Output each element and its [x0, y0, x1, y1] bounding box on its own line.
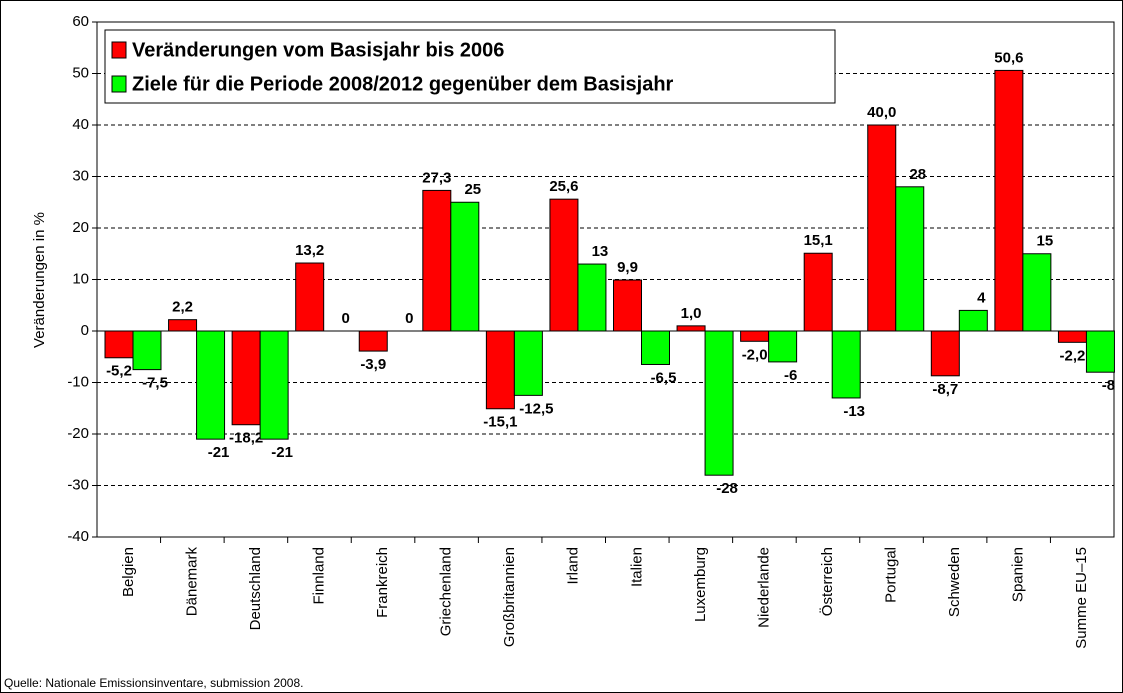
legend-label: Ziele für die Periode 2008/2012 gegenübe…	[132, 73, 674, 95]
data-label: 27,3	[422, 169, 451, 186]
y-tick-label: -30	[67, 476, 89, 493]
bar	[641, 330, 670, 365]
y-tick-label: 40	[72, 116, 89, 133]
legend-label: Veränderungen vom Basisjahr bis 2006	[132, 39, 504, 61]
bar	[295, 262, 325, 332]
bar	[196, 330, 226, 440]
data-label: -2,2	[1060, 347, 1086, 364]
y-tick-label: -40	[67, 528, 89, 545]
data-label: -7,5	[142, 375, 168, 392]
y-tick-label: 60	[72, 13, 89, 30]
data-label: -28	[716, 480, 738, 497]
data-label: 13	[592, 243, 609, 260]
y-tick-label: 10	[72, 270, 89, 287]
data-label: 15,1	[804, 232, 833, 249]
y-tick-label: 20	[72, 219, 89, 236]
x-tick-label: Schweden	[946, 547, 963, 617]
x-tick-label: Dänemark	[183, 547, 200, 617]
data-label: -15,1	[483, 414, 517, 431]
x-tick-label: Griechenland	[438, 547, 455, 636]
data-label: -6	[784, 367, 797, 384]
x-tick-label: Niederlande	[755, 547, 772, 628]
bar	[768, 330, 798, 363]
bar	[231, 330, 261, 426]
data-label: -21	[271, 444, 293, 461]
bar	[450, 201, 480, 332]
x-tick-label: Portugal	[883, 547, 900, 603]
legend-box	[104, 29, 836, 104]
y-axis-title: Veränderungen in %	[31, 212, 48, 348]
data-label: -5,2	[106, 363, 132, 380]
bar	[704, 330, 734, 476]
data-label: 25	[464, 181, 481, 198]
legend-swatch	[111, 41, 127, 59]
x-tick-label: Irland	[565, 547, 582, 585]
bar	[422, 189, 452, 332]
bar	[485, 330, 515, 410]
data-label: 2,2	[172, 299, 193, 316]
bar	[513, 330, 543, 396]
data-label: 50,6	[994, 49, 1023, 66]
data-label: 4	[977, 289, 986, 306]
data-label: 40,0	[867, 104, 896, 121]
data-label: -8,7	[932, 381, 958, 398]
bar	[958, 309, 988, 332]
x-tick-label: Luxemburg	[692, 547, 709, 622]
bar	[132, 330, 162, 371]
bar	[867, 124, 897, 332]
y-tick-label: -10	[67, 373, 89, 390]
x-tick-label: Großbritannien	[501, 547, 518, 647]
y-tick-label: -20	[67, 425, 89, 442]
data-label: 25,6	[549, 178, 578, 195]
data-label: 0	[342, 310, 350, 327]
bar	[549, 198, 579, 332]
bar	[676, 325, 706, 332]
bar	[803, 252, 833, 332]
x-tick-label: Deutschland	[247, 547, 264, 630]
bar	[1022, 253, 1052, 332]
data-label: 15	[1037, 233, 1054, 250]
bar	[740, 330, 770, 342]
data-label: 0	[405, 310, 413, 327]
data-label: 9,9	[617, 259, 638, 276]
bar	[259, 330, 289, 440]
bar	[613, 279, 642, 332]
y-tick-label: 0	[81, 322, 89, 339]
bar	[831, 330, 861, 399]
y-tick-label: 50	[72, 64, 89, 81]
data-label: -6,5	[651, 369, 677, 386]
data-label: -8	[1102, 377, 1115, 394]
x-tick-label: Italien	[628, 547, 645, 587]
data-label: 13,2	[295, 242, 324, 259]
x-tick-label: Belgien	[120, 547, 137, 597]
bar	[1057, 330, 1087, 343]
data-label: 1,0	[681, 305, 702, 322]
bar	[577, 263, 607, 332]
bar	[930, 330, 960, 377]
bar	[1085, 330, 1115, 373]
data-label: -3,9	[360, 356, 386, 373]
bar	[994, 69, 1024, 332]
data-label: 28	[909, 166, 926, 183]
y-tick-label: 30	[72, 167, 89, 184]
legend-swatch	[111, 75, 127, 93]
data-label: -13	[843, 403, 865, 420]
bar	[895, 186, 925, 332]
data-label: -21	[208, 444, 230, 461]
x-tick-label: Österreich	[818, 547, 836, 616]
bar	[358, 330, 388, 352]
data-label: -2,0	[742, 346, 768, 363]
data-label: -18,2	[229, 430, 263, 447]
x-tick-label: Finnland	[310, 547, 327, 605]
x-tick-label: Spanien	[1010, 547, 1027, 602]
x-tick-label: Summe EU–15	[1073, 547, 1090, 649]
data-label: -12,5	[519, 400, 553, 417]
source: Quelle: Nationale Emissionsinventare, su…	[4, 676, 304, 690]
x-tick-label: Frankreich	[374, 547, 391, 618]
bar	[104, 330, 134, 359]
bar	[168, 319, 198, 332]
